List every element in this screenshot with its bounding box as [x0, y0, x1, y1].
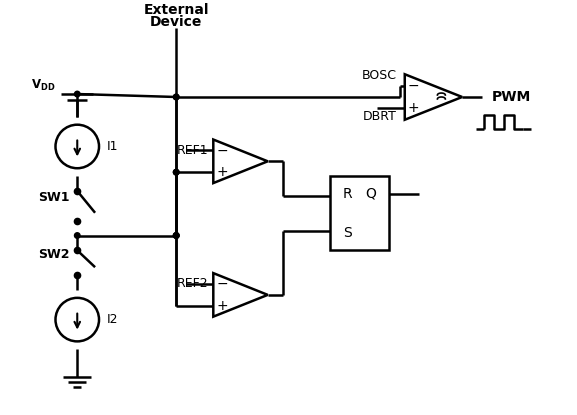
Text: −: − [408, 78, 419, 93]
Text: −: − [216, 144, 228, 157]
Text: S: S [343, 225, 352, 239]
Circle shape [174, 233, 179, 238]
Circle shape [174, 233, 179, 238]
Text: REF2: REF2 [177, 278, 208, 290]
Circle shape [174, 169, 179, 175]
Text: +: + [216, 165, 228, 179]
Text: Device: Device [150, 15, 203, 29]
Bar [329, 176, 389, 250]
Text: Q: Q [366, 187, 377, 201]
Circle shape [74, 91, 80, 97]
Text: $\mathbf{V_{DD}}$: $\mathbf{V_{DD}}$ [31, 78, 55, 93]
Text: DBRT: DBRT [363, 110, 397, 123]
Circle shape [174, 169, 179, 175]
Text: I2: I2 [107, 313, 118, 326]
Circle shape [174, 94, 179, 100]
Circle shape [174, 233, 179, 238]
Text: R: R [343, 187, 352, 201]
Circle shape [74, 233, 80, 238]
Text: +: + [216, 299, 228, 313]
Text: BOSC: BOSC [362, 69, 397, 82]
Circle shape [174, 94, 179, 100]
Text: PWM: PWM [492, 90, 531, 104]
Text: +: + [408, 101, 419, 115]
Text: −: − [216, 277, 228, 291]
Text: SW2: SW2 [38, 248, 69, 261]
Text: REF1: REF1 [177, 144, 208, 157]
Text: I1: I1 [107, 140, 118, 153]
Text: SW1: SW1 [38, 191, 69, 205]
Text: External: External [144, 3, 209, 17]
